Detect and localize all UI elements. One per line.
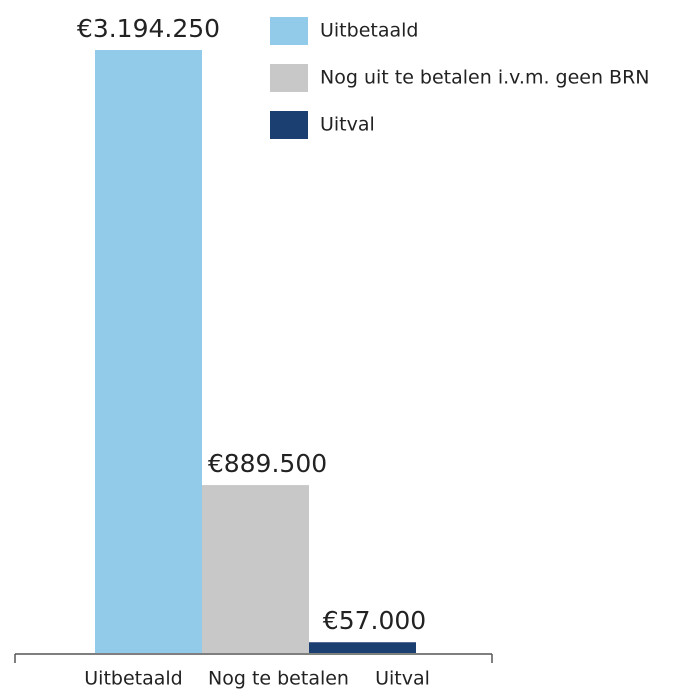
value-label: €3.194.250 xyxy=(77,14,220,43)
legend-swatch xyxy=(270,17,308,45)
axis xyxy=(14,653,493,663)
legend-swatch xyxy=(270,64,308,92)
legend-swatch xyxy=(270,111,308,139)
value-label: €889.500 xyxy=(208,449,327,478)
bar xyxy=(309,642,416,653)
x-tick-label: Uitbetaald xyxy=(84,668,182,690)
legend-label: Nog uit te betalen i.v.m. geen BRN xyxy=(320,67,650,89)
legend-label: Uitval xyxy=(320,114,375,136)
legend-label: Uitbetaald xyxy=(320,20,418,42)
bar xyxy=(95,50,202,653)
x-tick-label: Nog te betalen xyxy=(208,668,349,690)
value-label: €57.000 xyxy=(323,606,426,635)
bar xyxy=(202,485,309,653)
x-tick-label: Uitval xyxy=(375,668,430,690)
